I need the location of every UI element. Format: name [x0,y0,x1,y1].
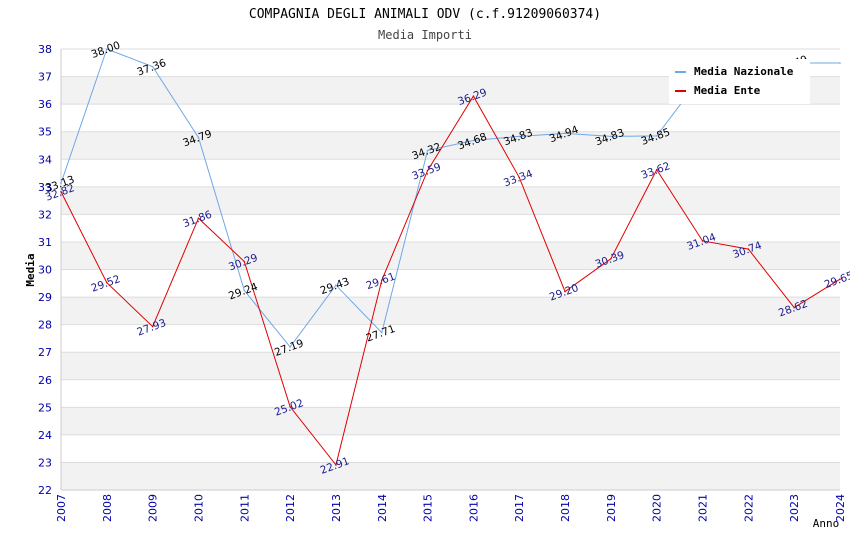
x-tick-label: 2009 [147,494,160,522]
x-tick-label: 2022 [742,494,755,522]
x-axis-ticks: 2007 2008 2009 2010 2011 2012 2013 2014 2015 2016… [55,494,847,522]
x-tick-label: 2024 [834,494,847,522]
data-point [289,405,291,408]
x-tick-label: 2021 [697,494,710,522]
data-point [655,168,658,171]
y-tick-label: 22 [38,484,52,497]
data-point [289,346,291,348]
chart-title: COMPAGNIA DEGLI ANIMALI ODV (c.f.9120906… [249,7,601,22]
x-tick-label: 2023 [788,494,801,522]
data-point [106,48,108,50]
legend-label-media-ente: Media Ente [694,84,761,97]
x-tick-label: 2020 [651,494,664,522]
y-axis-label: Media [24,253,37,286]
grid-band [61,379,840,408]
data-point [564,290,566,293]
x-tick-label: 2014 [376,494,389,522]
data-point [243,289,246,292]
y-tick-label: 36 [38,98,52,111]
x-tick-label: 2010 [192,494,205,522]
y-tick-label: 30 [38,264,52,277]
x-tick-label: 2019 [605,494,618,522]
data-point [60,182,62,185]
data-point [426,149,429,152]
data-point [60,190,62,193]
legend: Media Nazionale Media Ente [669,59,810,104]
x-axis-label: Anno [813,517,840,530]
legend-label-media-nazionale: Media Nazionale [694,65,794,78]
data-point [106,281,108,284]
data-point [655,135,658,137]
data-point [426,169,429,172]
y-tick-label: 35 [38,126,52,139]
y-tick-label: 34 [38,153,52,166]
y-tick-label: 25 [38,401,52,414]
grid-band [61,269,840,298]
data-point [610,135,612,138]
data-point [197,217,200,220]
grid-band [61,434,840,463]
y-tick-label: 27 [38,346,52,359]
y-tick-label: 38 [38,43,52,56]
grid-band [61,462,840,490]
data-point [747,248,750,250]
x-tick-label: 2007 [55,494,68,522]
x-tick-label: 2012 [284,494,297,522]
grid-band [61,159,840,187]
x-tick-label: 2017 [513,494,526,522]
x-tick-label: 2016 [467,494,480,522]
data-point [472,139,475,142]
y-tick-label: 29 [38,291,52,304]
y-axis-ticks: 22 23 24 25 26 27 28 29 30 31 32 33 34 35 36 37 38 [38,43,52,497]
data-point [839,62,841,64]
grid-band [61,407,840,435]
x-tick-label: 2011 [238,494,251,522]
data-point [610,257,612,260]
x-tick-label: 2008 [101,494,114,522]
chart-subtitle: Media Importi [378,28,472,42]
x-tick-label: 2018 [559,494,572,522]
data-point [197,136,200,139]
data-point [335,464,337,466]
data-point [472,95,475,97]
data-point [839,278,841,280]
data-point [380,331,383,334]
grid-band [61,214,840,242]
x-tick-label: 2015 [422,494,435,522]
y-tick-label: 28 [38,319,52,332]
grid-band [61,241,840,270]
y-tick-label: 37 [38,71,52,84]
y-tick-label: 26 [38,374,52,387]
grid-band [61,324,840,353]
y-tick-label: 32 [38,208,52,221]
grid-band [61,104,840,132]
y-tick-label: 23 [38,456,52,469]
data-point [335,284,337,287]
grid-band [61,297,840,325]
legend-box [669,59,810,104]
data-point [151,65,154,68]
grid-band [61,352,840,380]
data-point [701,240,704,242]
y-tick-label: 33 [38,181,52,194]
series-line-media-ente [60,95,841,467]
data-point [380,279,383,282]
grid-lines [60,48,840,491]
plot-background [61,49,840,490]
data-point [243,260,246,263]
data-point [793,306,795,309]
data-point [518,176,521,179]
grid-band [61,186,840,215]
data-point [518,135,521,138]
x-tick-label: 2013 [330,494,343,522]
data-point [151,325,154,328]
data-point [564,132,566,135]
y-tick-label: 31 [38,236,52,249]
y-tick-label: 24 [38,429,52,442]
